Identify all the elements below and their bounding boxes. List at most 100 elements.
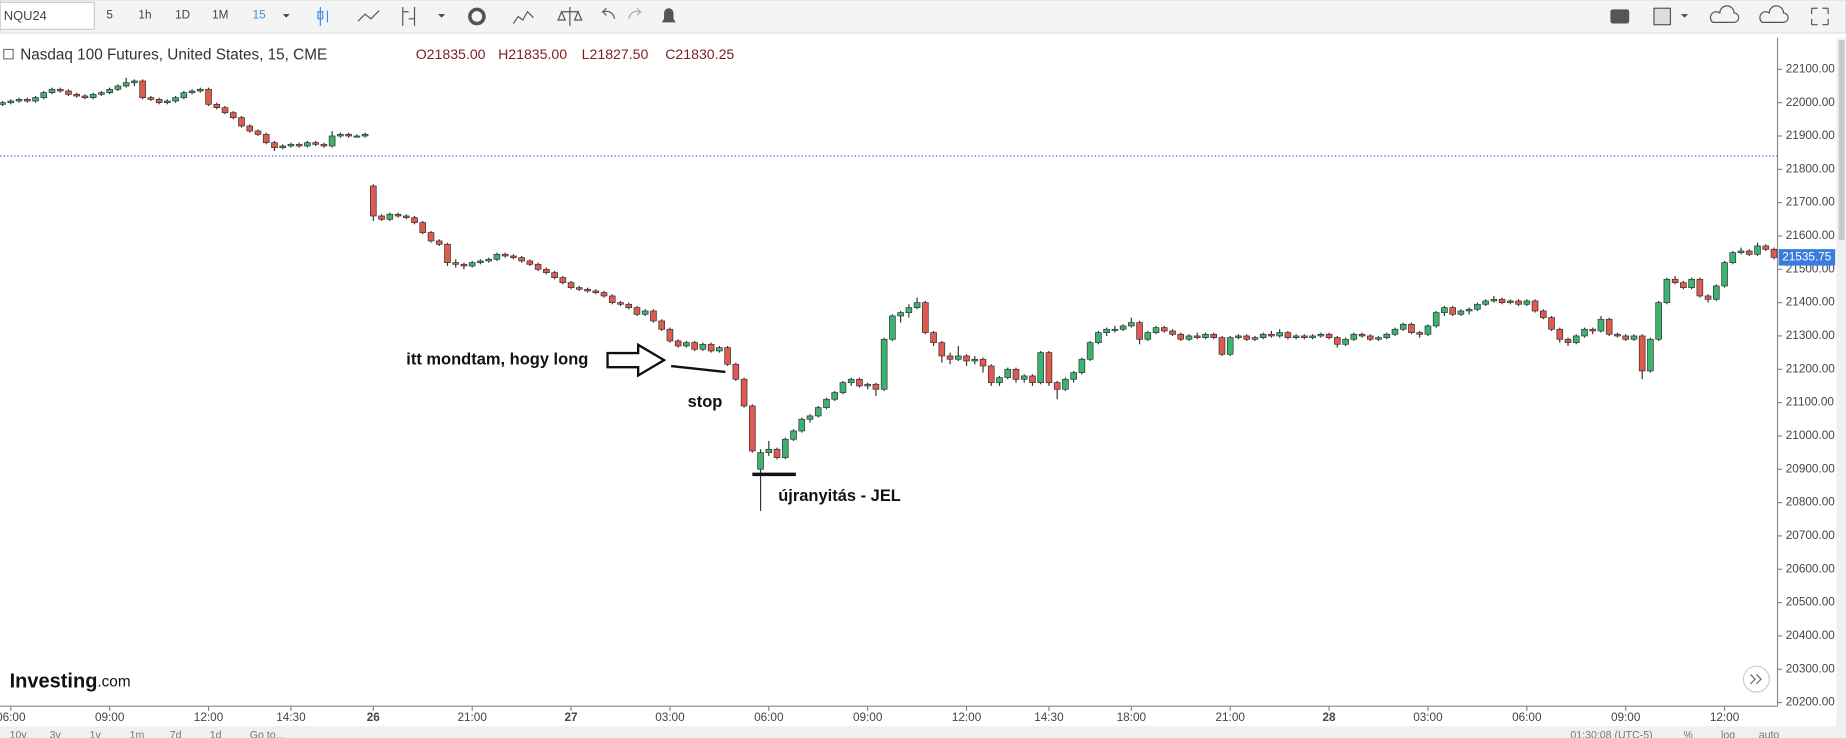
x-tick-label: 09:00 (853, 711, 883, 724)
candle-body (1432, 312, 1440, 327)
candle-body (155, 98, 163, 104)
redo-icon[interactable] (628, 7, 643, 19)
ohlc-open: O21835.00 (416, 46, 486, 62)
alert-icon[interactable] (661, 8, 676, 23)
candle-body (872, 383, 880, 390)
candle-body (1029, 375, 1036, 383)
candle-body (1614, 333, 1621, 337)
candle-body (1185, 335, 1193, 340)
candle-body (749, 405, 756, 452)
candle-body (559, 277, 567, 283)
interval[interactable]: 1D (175, 8, 190, 21)
y-tick-label: 21300.00 (1786, 329, 1836, 342)
candle-body (1334, 337, 1341, 345)
candle-body (798, 418, 806, 432)
compare-icon[interactable] (557, 7, 583, 26)
x-tick-label: 06:00 (0, 711, 26, 724)
candle-icon[interactable] (317, 7, 329, 26)
candle-body (1391, 328, 1399, 335)
y-tick-label: 20600.00 (1786, 562, 1836, 575)
candle-body (1408, 323, 1415, 333)
candle-body (221, 107, 229, 114)
candle-body (773, 448, 781, 458)
candle-body (337, 133, 344, 137)
scale-button[interactable]: % (1683, 729, 1693, 738)
candle-body (1243, 335, 1250, 340)
dropdown[interactable] (438, 14, 446, 18)
candle-body (683, 342, 690, 347)
interval[interactable]: 5 (106, 8, 113, 21)
symbol-box[interactable] (0, 1, 95, 31)
y-tick-label: 20900.00 (1786, 462, 1836, 475)
y-tick-label: 21000.00 (1786, 429, 1836, 442)
candle-body (1259, 333, 1267, 338)
range-button[interactable]: 1m (130, 729, 145, 738)
candle-body (1696, 278, 1704, 297)
fullscreen-icon[interactable] (1811, 7, 1829, 26)
candle-body (56, 88, 64, 92)
y-tick-label: 21600.00 (1786, 229, 1836, 242)
dropdown[interactable] (282, 14, 290, 18)
candle-body (106, 88, 113, 94)
candle-body (361, 133, 369, 137)
candle-body (1457, 310, 1465, 315)
candle-body (180, 92, 188, 99)
candle-body (1103, 328, 1110, 333)
scale-button[interactable]: log (1721, 729, 1735, 738)
candle-body (1572, 335, 1580, 343)
candle-body (1144, 332, 1152, 340)
range-button[interactable]: 10y (10, 729, 28, 738)
candle-body (732, 363, 740, 380)
candle-body (608, 295, 616, 303)
candle-body (0, 102, 6, 105)
ohlc-high: H21835.00 (498, 46, 567, 62)
line-icon[interactable] (357, 10, 380, 22)
indicators-icon[interactable] (512, 10, 534, 24)
candle-body (1424, 325, 1432, 335)
candle-body (1301, 335, 1308, 338)
candle-body (32, 97, 39, 102)
symbol[interactable]: NQU24 (4, 8, 47, 23)
candle-body (345, 133, 352, 137)
range-button[interactable]: Go to... (250, 729, 285, 738)
range-button[interactable]: 3y (50, 729, 62, 738)
candle-body (955, 355, 962, 360)
candle-body (1581, 328, 1588, 337)
candle-body (89, 93, 97, 99)
range-button[interactable]: 1d (210, 729, 222, 738)
candle-body (650, 310, 657, 322)
cloud-load-icon[interactable] (1709, 5, 1740, 23)
undo-icon[interactable] (600, 7, 616, 19)
plot: 20200.00 20300.00 20400.00 20500.00 20600.00… (0, 62, 1835, 724)
candle-body (1202, 333, 1209, 338)
layout-icon[interactable] (1653, 7, 1672, 26)
candle-body (477, 260, 484, 263)
scale-button[interactable]: auto (1759, 729, 1780, 738)
candle-body (1020, 375, 1028, 380)
candle-body (1342, 338, 1349, 345)
interval[interactable]: 1M (212, 8, 228, 21)
candle-body (304, 142, 311, 147)
cloud-save-icon[interactable] (1759, 5, 1789, 23)
candle-body (707, 343, 715, 352)
camera-icon[interactable] (1610, 9, 1630, 24)
candle-body (15, 98, 23, 102)
interval[interactable]: 1h (138, 8, 151, 21)
range-button[interactable]: 1y (90, 729, 102, 738)
toolbar: NQU24 5 1h 1D 1M 15 (0, 0, 1846, 34)
scroll-right-button[interactable] (1742, 665, 1770, 693)
x-tick-label: 06:00 (754, 711, 784, 724)
interval-active[interactable]: 15 (253, 8, 267, 21)
scroll-thumb[interactable] (1838, 40, 1845, 241)
bar-icon[interactable] (402, 7, 416, 26)
candle-body (1399, 323, 1407, 330)
settings-icon[interactable] (468, 7, 486, 26)
range-button[interactable]: 7d (170, 729, 182, 738)
dropdown[interactable] (1681, 14, 1689, 18)
candle-body (1284, 332, 1292, 338)
scrollbar[interactable] (1836, 37, 1846, 727)
candle-body (1507, 300, 1514, 303)
candle-body (1358, 333, 1366, 337)
candle-body (1647, 338, 1654, 372)
collapse-icon[interactable] (3, 48, 14, 60)
